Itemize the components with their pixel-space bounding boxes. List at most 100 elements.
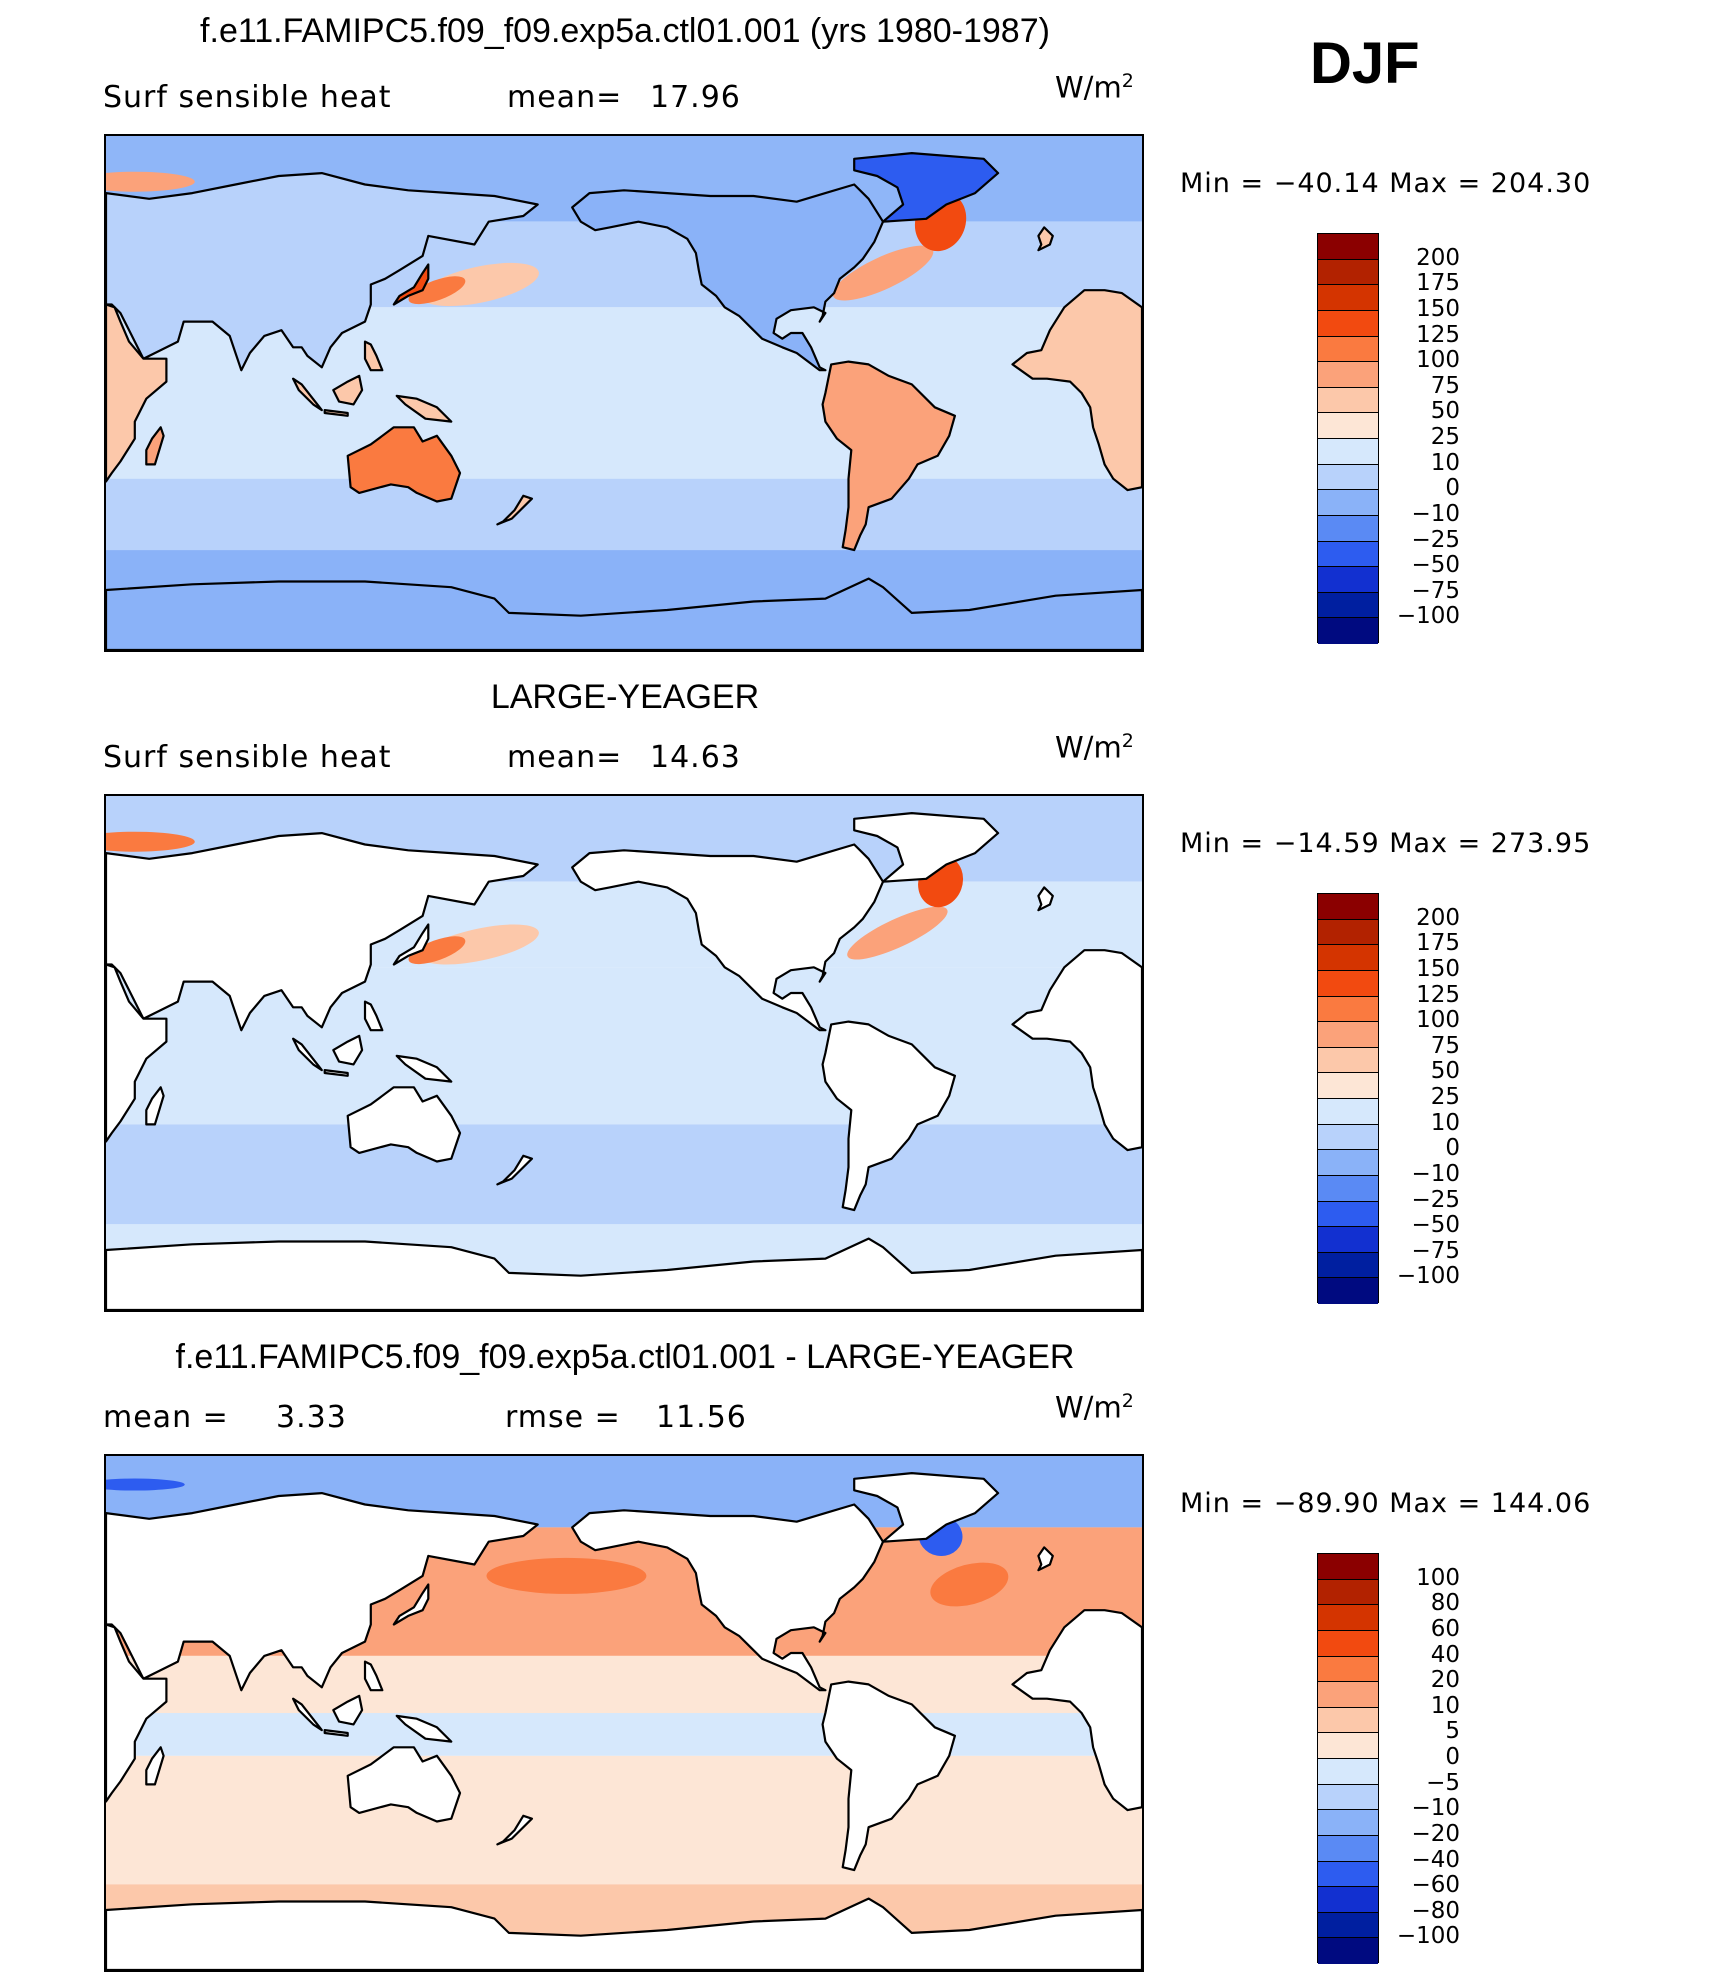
panel-1-colorbar-labels: 200 175 150 125 100 75 50 25 10 0 −10 −25 −50 −75 −100 xyxy=(1380,233,1460,643)
landmass-outline xyxy=(106,963,168,1143)
colorbar-swatch xyxy=(1318,1861,1378,1888)
colorbar-tick-label: 40 xyxy=(1430,1641,1460,1668)
colorbar-swatch xyxy=(1318,1227,1378,1253)
colorbar-swatch xyxy=(1318,1707,1378,1734)
landmass-outline xyxy=(853,812,1000,883)
colorbar-swatch xyxy=(1318,1682,1378,1708)
colorbar-tick-label: −50 xyxy=(1411,1212,1460,1239)
flux-anomaly xyxy=(930,1562,1009,1607)
colorbar-tick-label: −25 xyxy=(1411,1186,1460,1213)
flux-anomaly xyxy=(408,276,466,305)
landmass-outline xyxy=(323,1729,349,1737)
colorbar-tick-label: −50 xyxy=(1411,552,1460,579)
colorbar-swatch xyxy=(1318,1887,1378,1913)
colorbar-swatch xyxy=(1318,1630,1378,1657)
panel-3-mean-label: mean = xyxy=(103,1400,229,1435)
colorbar-tick-label: 50 xyxy=(1430,398,1460,425)
colorbar-swatch xyxy=(1318,567,1378,593)
panel-3-map xyxy=(104,1454,1144,1972)
colorbar-tick-label: −20 xyxy=(1411,1820,1460,1847)
colorbar-tick-label: 25 xyxy=(1430,424,1460,450)
landmass-outline xyxy=(392,1583,430,1626)
landmass-outline xyxy=(1011,949,1142,1152)
landmass-outline xyxy=(106,577,1142,650)
colorbar-swatch xyxy=(1318,285,1378,311)
colorbar-swatch xyxy=(1318,336,1378,363)
panel-1-mean-value: 17.96 xyxy=(650,80,741,115)
flux-anomaly xyxy=(106,831,195,852)
landmass-outline xyxy=(332,1034,364,1066)
flux-anomaly xyxy=(106,1478,185,1491)
landmass-outline xyxy=(292,1697,323,1732)
landmass-outline xyxy=(1011,289,1142,492)
colorbar-tick-label: 0 xyxy=(1445,1135,1460,1162)
ocean-band xyxy=(106,478,1142,551)
panel-1-min-max: Min = −40.14 Max = 204.30 xyxy=(1180,168,1592,199)
landmass-outline xyxy=(1011,1609,1142,1812)
landmass-outline xyxy=(346,426,462,503)
colorbar-swatch xyxy=(1318,413,1378,439)
colorbar-tick-label: 100 xyxy=(1416,347,1460,374)
colorbar-swatch xyxy=(1318,1278,1378,1304)
colorbar-tick-label: 100 xyxy=(1416,1564,1460,1591)
panel-1-colorbar xyxy=(1317,233,1379,644)
landmass-outline xyxy=(106,831,539,1032)
colorbar-tick-label: 0 xyxy=(1445,1744,1460,1770)
colorbar-tick-label: 75 xyxy=(1430,372,1460,399)
landmass-outline xyxy=(145,426,165,466)
colorbar-swatch xyxy=(1318,1733,1378,1759)
panel-2-map-svg xyxy=(106,796,1142,1310)
colorbar-tick-label: −10 xyxy=(1411,500,1460,527)
landmass-outline xyxy=(363,340,384,372)
colorbar-tick-label: 150 xyxy=(1416,955,1460,982)
colorbar-tick-label: 150 xyxy=(1416,295,1460,322)
colorbar-tick-label: 200 xyxy=(1416,244,1460,271)
colorbar-swatch xyxy=(1318,1759,1378,1785)
colorbar-swatch xyxy=(1318,259,1378,286)
landmass-outline xyxy=(106,1237,1142,1310)
landmass-outline xyxy=(853,152,1000,223)
flux-anomaly xyxy=(421,262,539,307)
landmass-outline xyxy=(332,1694,364,1726)
landmass-outline xyxy=(496,1154,533,1186)
panel-1-units: W/m2 xyxy=(1055,70,1134,105)
colorbar-swatch xyxy=(1318,1835,1378,1862)
colorbar-swatch xyxy=(1318,1810,1378,1836)
landmass-outline xyxy=(1037,1546,1054,1572)
colorbar-swatch xyxy=(1318,1605,1378,1631)
colorbar-swatch xyxy=(1318,1252,1378,1279)
panel-3-map-svg xyxy=(106,1456,1142,1970)
landmass-outline xyxy=(145,1086,165,1126)
landmass-outline xyxy=(106,171,539,372)
colorbar-tick-label: −60 xyxy=(1411,1872,1460,1899)
panel-3-min-max: Min = −89.90 Max = 144.06 xyxy=(1180,1488,1592,1519)
landmass-outline xyxy=(346,1086,462,1163)
colorbar-tick-label: −100 xyxy=(1396,1263,1460,1290)
panel-2-mean-value: 14.63 xyxy=(650,740,741,775)
landmass-outline xyxy=(395,1054,453,1083)
landmass-outline xyxy=(496,1814,533,1846)
panel-2-map xyxy=(104,794,1144,1312)
landmass-outline xyxy=(392,263,430,306)
colorbar-tick-label: 50 xyxy=(1430,1058,1460,1085)
panel-3-colorbar-labels: 100 80 60 40 20 10 5 0 −5 −10 −20 −40 −60 −80 −100 xyxy=(1380,1553,1460,1963)
landmass-outline xyxy=(496,494,533,526)
colorbar-swatch xyxy=(1318,234,1378,260)
panel-1-variable-label: Surf sensible heat xyxy=(103,80,392,115)
colorbar-swatch xyxy=(1318,387,1378,414)
colorbar-swatch xyxy=(1318,464,1378,491)
colorbar-swatch xyxy=(1318,919,1378,946)
flux-anomaly xyxy=(847,906,948,960)
colorbar-tick-label: 80 xyxy=(1430,1590,1460,1617)
colorbar-tick-label: 0 xyxy=(1445,475,1460,502)
colorbar-swatch xyxy=(1318,1554,1378,1580)
landmass-outline xyxy=(323,409,349,417)
ocean-band xyxy=(106,1124,1142,1225)
panel-1-title: f.e11.FAMIPC5.f09_f09.exp5a.ctl01.001 (y… xyxy=(200,12,1050,50)
panel-2-title: LARGE-YEAGER xyxy=(490,678,760,716)
landmass-outline xyxy=(106,1897,1142,1970)
colorbar-tick-label: 10 xyxy=(1430,1692,1460,1719)
panel-3-units: W/m2 xyxy=(1055,1390,1134,1425)
ocean-band xyxy=(106,1713,1142,1756)
colorbar-tick-label: −75 xyxy=(1411,577,1460,604)
